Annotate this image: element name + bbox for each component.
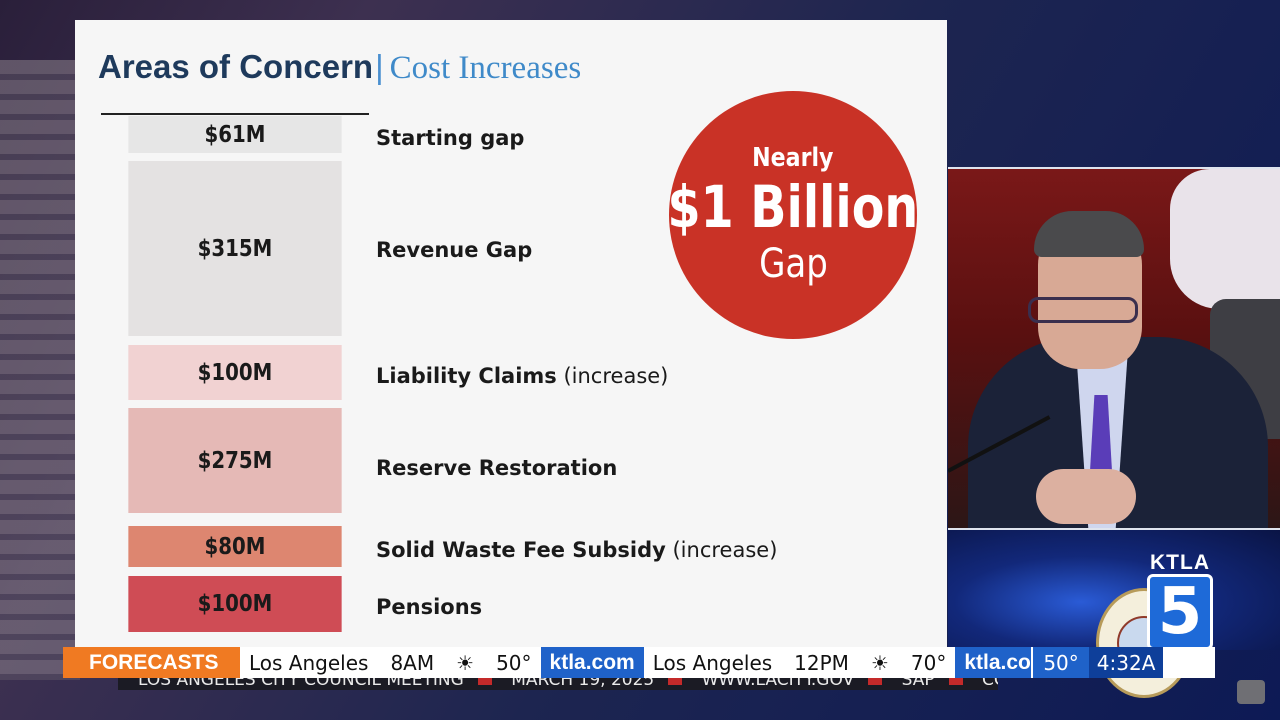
speaker-hands xyxy=(1036,469,1136,524)
speaker-glasses xyxy=(1028,297,1138,323)
station-numeral: 5 xyxy=(1147,574,1213,650)
bar-liability-claims: $100M xyxy=(128,345,342,400)
clock: 4:32A xyxy=(1088,647,1164,678)
city-hall-backdrop xyxy=(0,60,80,680)
label-main: Revenue Gap xyxy=(376,238,533,262)
network-bug-icon xyxy=(1237,680,1265,704)
forecast-temp: 50° xyxy=(496,650,532,675)
label-starting-gap: Starting gap xyxy=(376,126,524,150)
callout-line2: $1 Billion xyxy=(667,173,919,241)
sun-icon: ☀ xyxy=(456,650,475,675)
label-pensions: Pensions xyxy=(376,595,482,619)
sun-icon: ☀ xyxy=(870,650,889,675)
crawl-item: LOS ANGELES CITY COUNCIL MEETING xyxy=(138,678,464,690)
label-main: Liability Claims xyxy=(376,364,557,388)
billion-gap-callout: Nearly $1 Billion Gap xyxy=(667,91,919,339)
label-solid-waste: Solid Waste Fee Subsidy (increase) xyxy=(376,538,777,562)
presentation-slide: Areas of Concern| Cost Increases $61M Sta… xyxy=(75,20,947,648)
label-main: Solid Waste Fee Subsidy xyxy=(376,538,666,562)
callout-line1: Nearly xyxy=(752,143,834,173)
forecast-segment: Los Angeles 8AM ☀ 50° xyxy=(240,651,541,675)
label-revenue-gap: Revenue Gap xyxy=(376,238,532,262)
callout-line3: Gap xyxy=(758,241,828,287)
forecast-time: 12PM xyxy=(794,650,849,675)
forecast-segment: Los Angeles 12PM ☀ 70° xyxy=(644,651,956,675)
bar-revenue-gap: $315M xyxy=(128,161,342,336)
crawl-item: CC xyxy=(982,678,998,690)
ticker-tag: FORECASTS xyxy=(63,647,240,678)
crawl-item: WWW.LACITY.GOV xyxy=(701,678,855,690)
label-note: (increase) xyxy=(563,364,669,388)
slide-title: Areas of Concern| Cost Increases xyxy=(98,48,581,87)
label-reserve-restoration: Reserve Restoration xyxy=(376,456,617,480)
label-note: (increase) xyxy=(672,538,778,562)
ticker-brand: ktla.com xyxy=(540,647,644,678)
forecast-city: Los Angeles xyxy=(249,650,369,675)
forecast-temp: 70° xyxy=(910,650,947,675)
title-rule xyxy=(101,113,369,115)
label-main: Starting gap xyxy=(376,126,525,150)
crawl-item: SAP xyxy=(901,678,935,690)
station-logo: KTLA 5 xyxy=(1140,552,1220,650)
label-liability-claims: Liability Claims (increase) xyxy=(376,364,668,388)
event-crawl: LOS ANGELES CITY COUNCIL MEETING MARCH 1… xyxy=(118,678,998,690)
current-temp: 50° xyxy=(1031,647,1089,678)
weather-ticker: FORECASTS Los Angeles 8AM ☀ 50° ktla.com… xyxy=(63,647,1215,678)
forecast-time: 8AM xyxy=(390,650,435,675)
slide-title-main: Areas of Concern xyxy=(98,48,374,85)
forecast-city: Los Angeles xyxy=(652,650,773,675)
bar-pensions: $100M xyxy=(128,576,342,632)
speaker-video-inset xyxy=(948,167,1280,530)
bar-starting-gap: $61M xyxy=(128,116,342,153)
slide-subtitle: Cost Increases xyxy=(389,50,582,86)
speaker-tie xyxy=(1090,395,1112,490)
speaker-hair xyxy=(1034,211,1144,257)
ticker-brand-cut: ktla.co xyxy=(955,647,1032,678)
label-main: Pensions xyxy=(376,595,483,619)
bystander-figure xyxy=(1170,169,1280,309)
bar-reserve-restoration: $275M xyxy=(128,408,342,513)
crawl-text: LOS ANGELES CITY COUNCIL MEETING MARCH 1… xyxy=(138,678,998,690)
title-separator: | xyxy=(375,48,384,85)
station-wordmark: KTLA xyxy=(1150,551,1210,574)
crawl-item: MARCH 19, 2025 xyxy=(511,678,655,690)
label-main: Reserve Restoration xyxy=(376,456,618,480)
bar-solid-waste: $80M xyxy=(128,526,342,567)
